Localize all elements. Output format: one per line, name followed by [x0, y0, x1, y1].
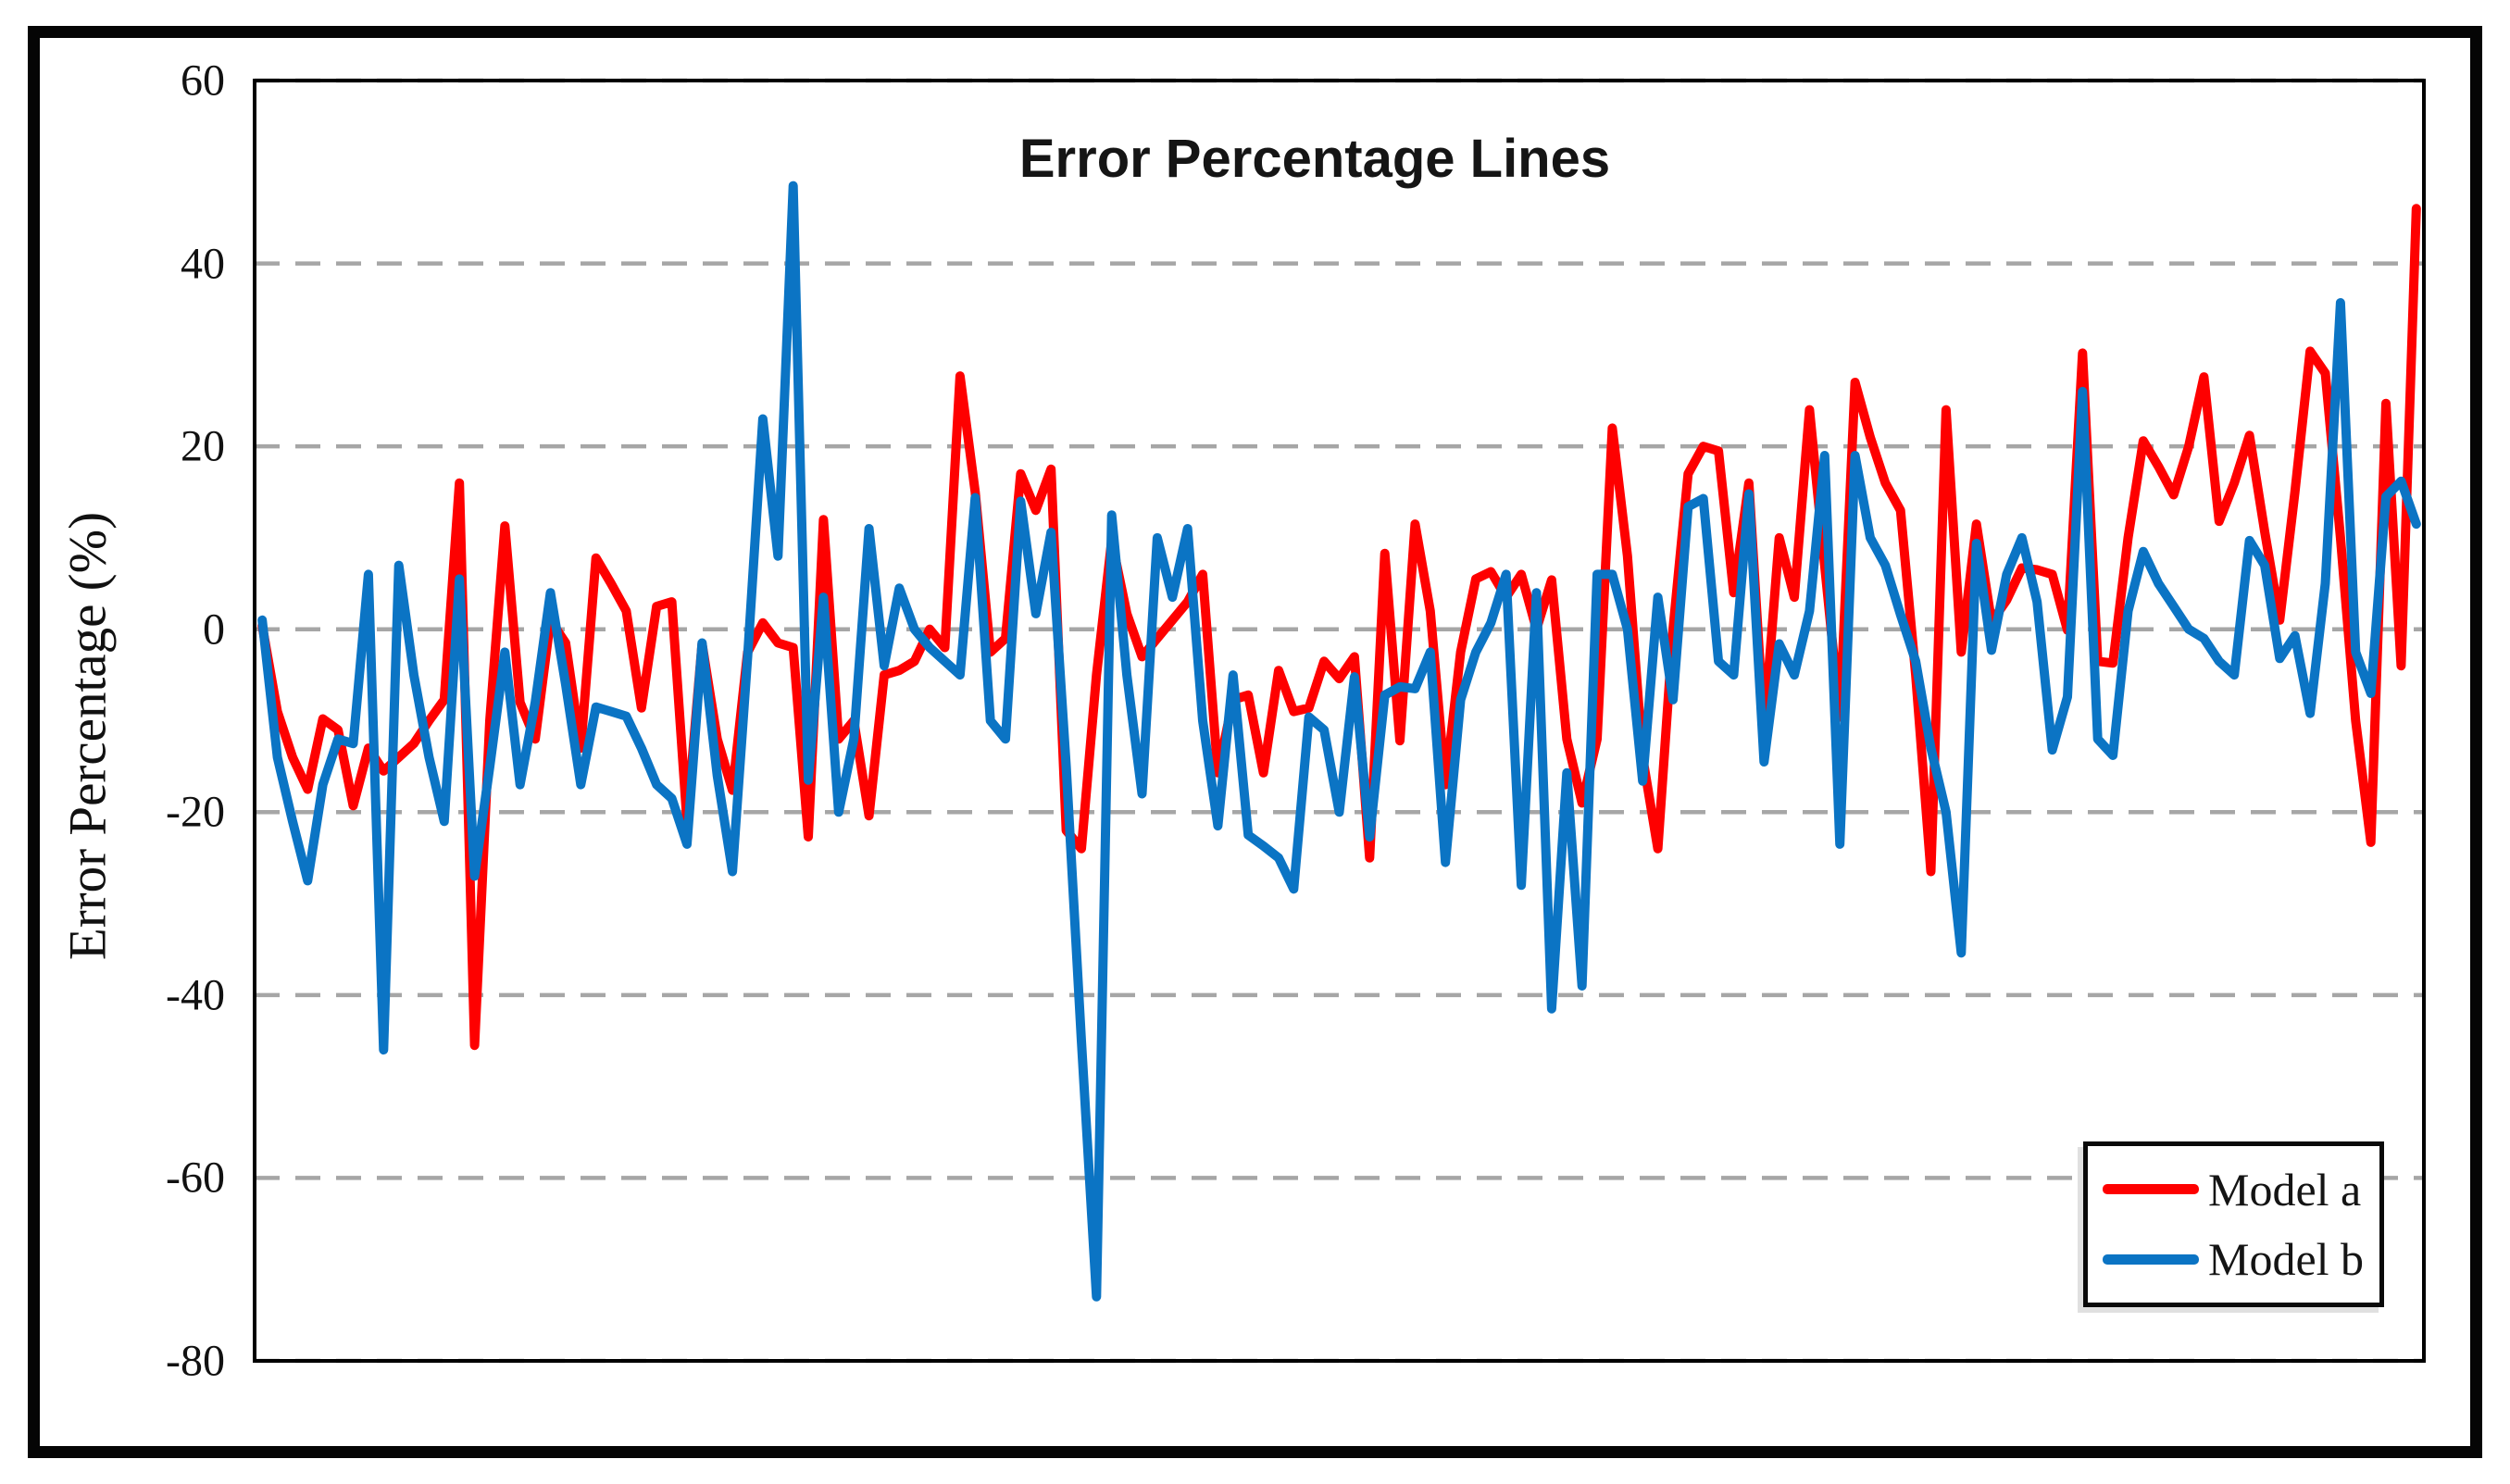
legend-line-swatch-blue: [2103, 1253, 2199, 1265]
series-line-model-b: [257, 181, 2421, 1302]
y-tick-label-40: 40: [181, 239, 225, 289]
legend-label-model-b: Model b: [2208, 1233, 2365, 1286]
legend-item-model-a: Model a: [2088, 1163, 2379, 1216]
legend-item-model-b: Model b: [2088, 1232, 2379, 1286]
legend-line-swatch-red: [2103, 1184, 2199, 1195]
legend: Model a Model b: [2083, 1141, 2384, 1307]
y-tick-label-60: 60: [181, 56, 225, 106]
plot-border: [253, 79, 2426, 1363]
series-line-model-a: [257, 204, 2421, 1051]
y-tick-label--80: -80: [166, 1336, 225, 1386]
y-tick-label-20: 20: [181, 421, 225, 471]
legend-label-model-a: Model a: [2208, 1163, 2362, 1216]
y-tick-label--20: -20: [166, 787, 225, 837]
chart-title: Error Percentage Lines: [1018, 129, 1611, 189]
y-tick-label--60: -60: [166, 1153, 225, 1203]
y-tick-label-0: 0: [203, 605, 225, 655]
y-tick-label--40: -40: [166, 970, 225, 1020]
